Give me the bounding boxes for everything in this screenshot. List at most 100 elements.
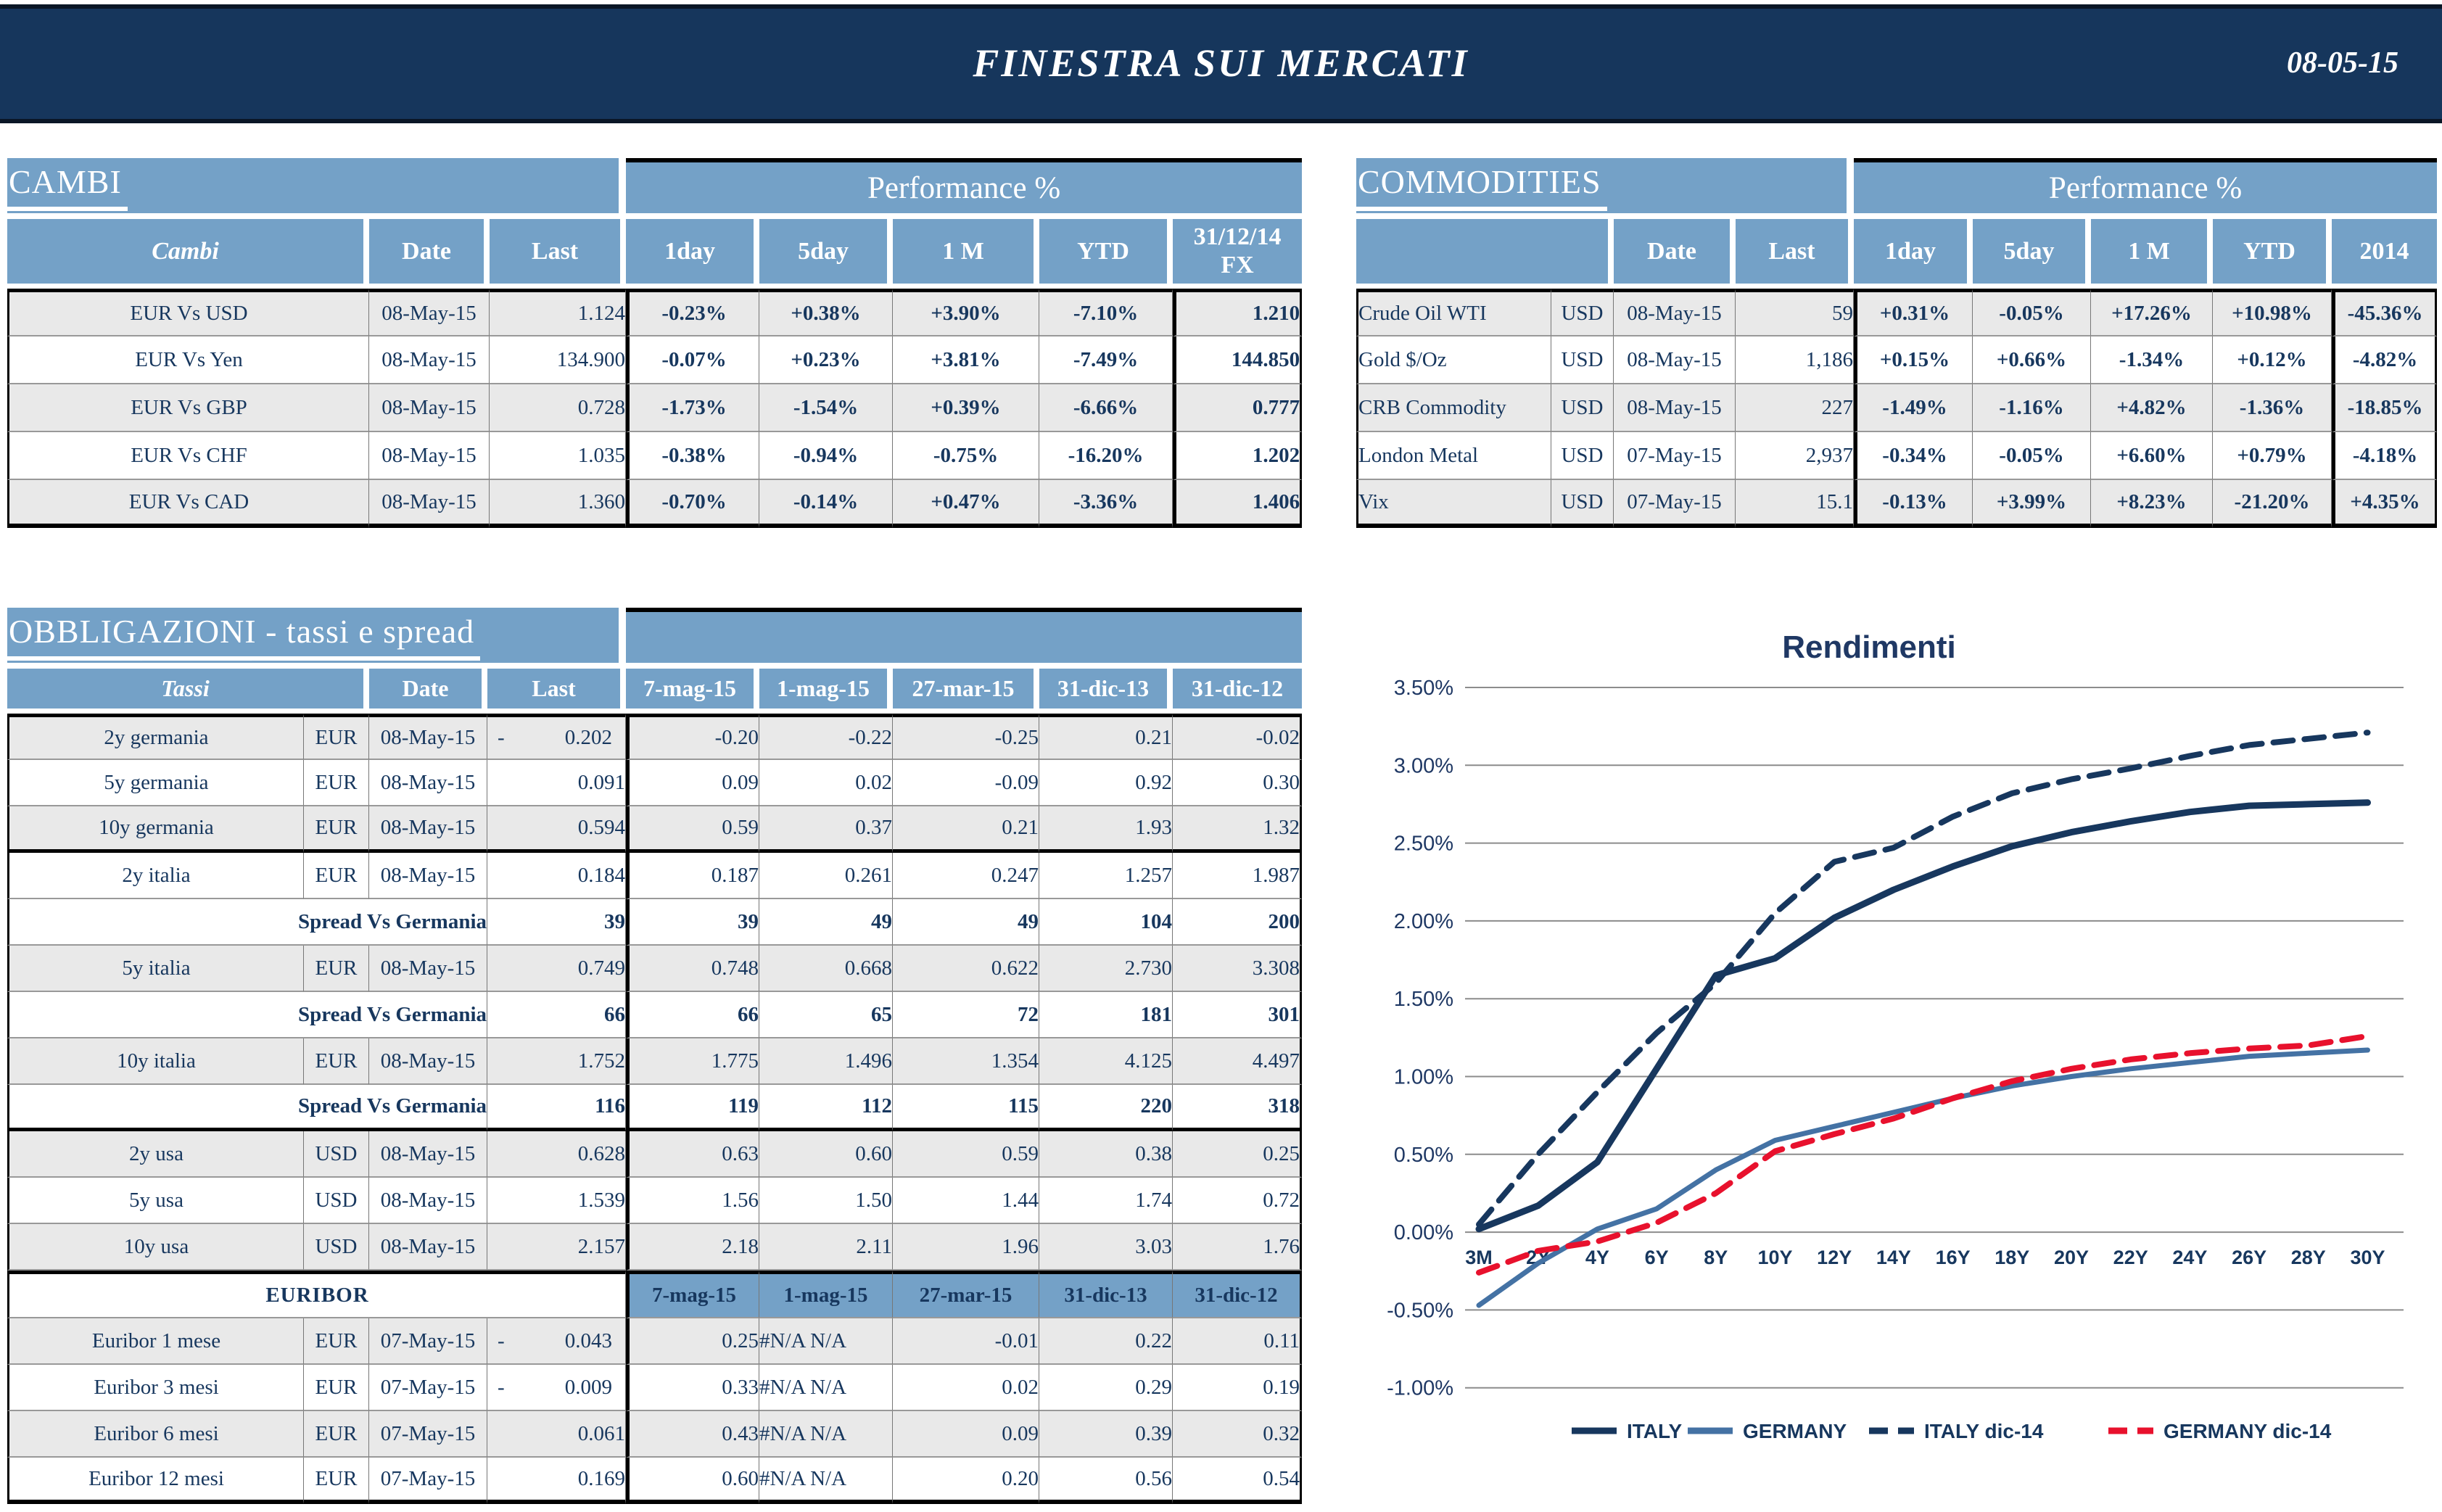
- last-value-cell: 0.749: [487, 946, 626, 992]
- historic-value-cell: 0.748: [626, 946, 759, 992]
- historic-value-cell: 0.54: [1173, 1458, 1302, 1504]
- performance-cell: -1.54%: [759, 384, 894, 432]
- commodity-row: Gold $/Oz USD 08-May-15 1,186 +0.15% +0.66% -1…: [1356, 336, 2438, 384]
- last-value-cell: 2,937: [1736, 432, 1854, 480]
- last-value-cell: 0.628: [487, 1131, 626, 1178]
- bond-row: 5y italia EUR 08-May-15 0.749 0.748 0.668 0.62…: [7, 946, 1302, 992]
- column-header: Last: [487, 669, 626, 714]
- performance-cell: +0.39%: [893, 384, 1040, 432]
- currency-cell: USD: [304, 1178, 369, 1224]
- bond-name-cell: 2y italia: [7, 853, 304, 899]
- obbligazioni-performance-band: [626, 608, 1302, 669]
- x-axis-tick-label: 30Y: [2350, 1247, 2385, 1268]
- spread-value-cell: 49: [759, 899, 893, 946]
- spread-value-cell: 181: [1039, 992, 1173, 1038]
- spread-value-cell: 119: [626, 1085, 759, 1131]
- historic-value-cell: #N/A N/A: [759, 1411, 893, 1458]
- bond-row: 10y usa USD 08-May-15 2.157 2.18 2.11 1.96 3.03…: [7, 1224, 1302, 1271]
- column-header: 7-mag-15: [626, 669, 759, 714]
- date-cell: 08-May-15: [1614, 336, 1736, 384]
- euribor-name-cell: Euribor 6 mesi: [7, 1411, 304, 1458]
- y-axis-tick-label: -0.50%: [1387, 1299, 1453, 1322]
- currency-cell: EUR: [304, 853, 369, 899]
- pair-name-cell: EUR Vs Yen: [7, 336, 369, 384]
- last-value-cell: 0.184: [487, 853, 626, 899]
- fx-reference-cell: 1.210: [1173, 289, 1303, 336]
- commodity-name-cell: Crude Oil WTI: [1356, 289, 1551, 336]
- historic-value-cell: 1.44: [893, 1178, 1039, 1224]
- currency-cell: USD: [304, 1131, 369, 1178]
- euribor-section-label: EURIBOR: [7, 1271, 626, 1318]
- fx-reference-cell: 0.777: [1173, 384, 1303, 432]
- y-axis-tick-label: 1.00%: [1394, 1066, 1453, 1089]
- commodity-row: Crude Oil WTI USD 08-May-15 59 +0.31% -0.05% +…: [1356, 289, 2438, 336]
- bond-name-cell: 2y germania: [7, 714, 304, 760]
- column-header: 1 M: [2091, 219, 2213, 289]
- performance-cell: +0.38%: [759, 289, 894, 336]
- historic-value-cell: 0.59: [893, 1131, 1039, 1178]
- last-value-cell: 2.157: [487, 1224, 626, 1271]
- last-value-cell: 0.728: [490, 384, 627, 432]
- historic-value-cell: 0.21: [893, 806, 1039, 853]
- spread-value-cell: 301: [1173, 992, 1302, 1038]
- yields-chart: Rendimenti 3.50% 3.00% 2.50% 2.00% 1.50% 1.00%…: [1361, 613, 2442, 1512]
- obbligazioni-table: OBBLIGAZIONI - tassi e spread Tassi Date…: [7, 608, 1302, 1504]
- performance-cell: -4.82%: [2332, 336, 2438, 384]
- spread-value-cell: 115: [893, 1085, 1039, 1131]
- performance-cell: -16.20%: [1039, 432, 1173, 480]
- bond-row: 10y germania EUR 08-May-15 0.594 0.59 0.37 0.2…: [7, 806, 1302, 853]
- column-header: 27-mar-15: [893, 669, 1039, 714]
- commodities-title: COMMODITIES: [1356, 158, 1854, 219]
- commodity-row: Vix USD 07-May-15 15.1 -0.13% +3.99% +8.23% -21…: [1356, 480, 2438, 528]
- date-cell: 08-May-15: [369, 1131, 487, 1178]
- euribor-name-cell: Euribor 1 mese: [7, 1318, 304, 1365]
- obbligazioni-header-row: Tassi Date Last 7-mag-15 1-mag-15 27-mar…: [7, 669, 1302, 714]
- x-axis-tick-label: 28Y: [2291, 1247, 2326, 1268]
- last-value-cell: 1.360: [490, 480, 627, 528]
- x-axis-tick-label: 22Y: [2113, 1247, 2148, 1268]
- y-axis-tick-label: 1.50%: [1394, 988, 1453, 1011]
- historic-value-cell: 1.56: [626, 1178, 759, 1224]
- date-cell: 08-May-15: [369, 760, 487, 806]
- historic-value-cell: -0.20: [626, 714, 759, 760]
- date-cell: 08-May-15: [1614, 384, 1736, 432]
- historic-value-cell: 4.125: [1039, 1038, 1173, 1085]
- historic-value-cell: 3.308: [1173, 946, 1302, 992]
- historic-value-cell: 0.29: [1039, 1365, 1173, 1411]
- historic-value-cell: 0.37: [759, 806, 893, 853]
- historic-value-cell: 0.60: [759, 1131, 893, 1178]
- bond-name-cell: 5y germania: [7, 760, 304, 806]
- x-axis-tick-label: 6Y: [1645, 1247, 1669, 1268]
- spread-value-cell: 72: [893, 992, 1039, 1038]
- x-axis-tick-label: 12Y: [1817, 1247, 1852, 1268]
- historic-value-cell: 0.668: [759, 946, 893, 992]
- euribor-header-row: EURIBOR 7-mag-15 1-mag-15 27-mar-15 31-dic-1…: [7, 1271, 1302, 1318]
- performance-cell: -7.10%: [1039, 289, 1173, 336]
- y-axis-tick-label: -1.00%: [1387, 1377, 1453, 1400]
- historic-value-cell: 0.60: [626, 1458, 759, 1504]
- negative-dash: -: [498, 1329, 505, 1352]
- currency-cell: EUR: [304, 1365, 369, 1411]
- column-header: 1-mag-15: [759, 669, 893, 714]
- cambi-row: EUR Vs USD 08-May-15 1.124 -0.23% +0.38% +3.9…: [7, 289, 1303, 336]
- negative-dash: -: [498, 726, 505, 749]
- performance-cell: -0.05%: [1973, 289, 2091, 336]
- euribor-row: Euribor 12 mesi EUR 07-May-15 0.169 0.60 #N/A…: [7, 1458, 1302, 1504]
- date-cell: 07-May-15: [369, 1318, 487, 1365]
- historic-value-cell: 0.09: [626, 760, 759, 806]
- performance-cell: +0.12%: [2213, 336, 2332, 384]
- historic-value-cell: 0.02: [893, 1365, 1039, 1411]
- column-header: Date: [369, 669, 487, 714]
- date-cell: 08-May-15: [369, 480, 490, 528]
- historic-value-cell: 0.22: [1039, 1318, 1173, 1365]
- date-cell: 08-May-15: [369, 384, 490, 432]
- historic-value-cell: 0.33: [626, 1365, 759, 1411]
- historic-value-cell: 0.247: [893, 853, 1039, 899]
- spread-value-cell: 116: [487, 1085, 626, 1131]
- spread-value-cell: 200: [1173, 899, 1302, 946]
- pair-name-cell: EUR Vs USD: [7, 289, 369, 336]
- column-header: YTD: [2213, 219, 2332, 289]
- historic-value-cell: 0.56: [1039, 1458, 1173, 1504]
- spread-row: Spread Vs Germania 66 66 65 72 181 301: [7, 992, 1302, 1038]
